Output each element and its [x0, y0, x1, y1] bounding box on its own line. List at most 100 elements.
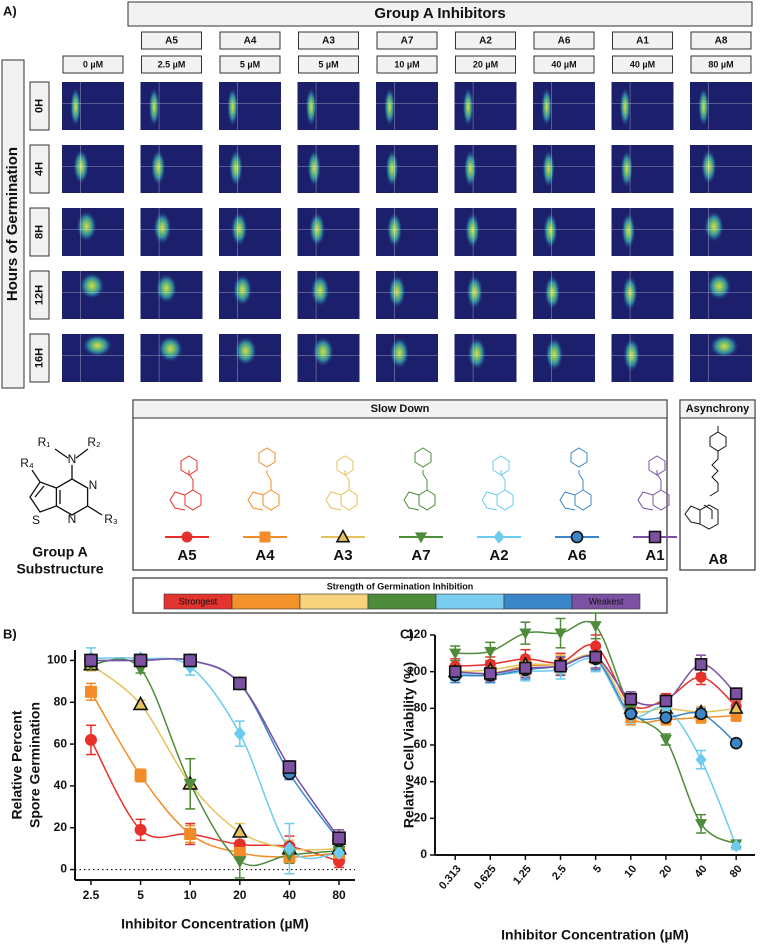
data-point	[484, 646, 497, 658]
cytometry-plot	[140, 334, 203, 382]
cytometry-plot	[690, 271, 752, 319]
fit-curve	[90, 691, 340, 858]
cell-cloud	[467, 336, 487, 371]
cell-cloud	[310, 273, 330, 308]
strength-segment	[571, 593, 641, 610]
cytometry-plot	[611, 208, 674, 256]
data-point	[233, 846, 246, 859]
concentration-label: 40 µM	[551, 59, 576, 69]
y-tick-label: 60	[54, 736, 68, 750]
inhibitor-box	[141, 31, 202, 50]
atom-label: N	[89, 478, 98, 492]
data-point	[659, 711, 673, 724]
data-point	[519, 628, 532, 640]
data-point	[233, 726, 246, 741]
slow-down-box	[132, 399, 668, 571]
row-label: 12H	[33, 285, 45, 305]
data-point	[84, 733, 97, 746]
compound-label: A1	[645, 547, 664, 564]
x-tick-label: 40	[692, 863, 709, 880]
compound-label: A6	[567, 547, 586, 564]
group-title: Group A Inhibitors	[374, 5, 505, 22]
x-tick-label: 2.5	[83, 888, 100, 902]
compound-label: A7	[411, 547, 430, 564]
cell-cloud	[232, 273, 253, 307]
data-point	[282, 760, 297, 774]
substructure-label: Substructure	[16, 561, 103, 577]
cell-cloud	[698, 86, 710, 128]
cytometry-plot	[376, 271, 438, 319]
strength-segment	[299, 593, 369, 610]
inhibitor-label: A5	[165, 36, 178, 47]
cytometry-plot	[533, 145, 595, 193]
data-point	[283, 841, 296, 856]
plot-background	[611, 334, 674, 382]
cytometry-plot	[690, 208, 752, 256]
y-tick-label: 0	[420, 847, 427, 861]
structure-bonds	[481, 480, 514, 511]
cell-cloud	[621, 212, 636, 250]
data-point	[554, 659, 567, 673]
data-point	[448, 665, 462, 678]
row-label-box	[29, 207, 50, 257]
y-tick-label: 120	[407, 627, 427, 641]
plot-background	[219, 145, 281, 193]
y-tick-label: 20	[54, 820, 68, 834]
cytometry-plot	[297, 334, 360, 382]
cytometry-plot	[533, 271, 595, 319]
concentration-label: 40 µM	[630, 59, 655, 69]
plot-background	[611, 271, 674, 319]
inhibitor-label: A7	[401, 36, 414, 47]
row-label: 16H	[33, 348, 45, 368]
y-tick-label: 100	[47, 653, 67, 667]
cytometry-plot	[140, 82, 203, 130]
compound-label: A5	[177, 547, 196, 564]
strength-segment	[503, 593, 573, 610]
y-axis-label: Relative Cell Viability (%)	[401, 662, 417, 828]
y-tick-label: 40	[54, 778, 68, 792]
inhibitor-label: A1	[636, 36, 649, 47]
cytometry-plot	[297, 208, 360, 256]
atom-label: S	[32, 513, 40, 527]
cell-cloud	[385, 149, 399, 188]
cytometry-plot	[376, 334, 438, 382]
cell-cloud	[81, 334, 113, 358]
x-axis-label: Inhibitor Concentration (µM)	[501, 927, 689, 943]
strength-title: Strength of Germination Inhibition	[327, 581, 474, 591]
marker	[648, 530, 662, 544]
data-point	[624, 707, 638, 721]
compound-structure	[403, 447, 436, 511]
compound-structure	[637, 455, 670, 511]
compound-structure	[325, 455, 358, 511]
plot-background	[297, 208, 360, 256]
data-point	[84, 685, 97, 698]
cell-cloud	[622, 274, 638, 312]
cytometry-plot	[533, 334, 595, 382]
cytometry-plot	[611, 82, 674, 130]
cytometry-plot	[62, 82, 124, 130]
data-point	[134, 823, 147, 836]
cytometry-plot	[376, 82, 438, 130]
cytometry-plot	[140, 208, 203, 256]
plot-background	[376, 271, 438, 319]
cytometry-plot	[297, 82, 360, 130]
cytometry-plot	[297, 145, 360, 193]
substituent-bonds	[570, 447, 588, 481]
cell-cloud	[307, 149, 322, 188]
cytometry-plot	[219, 82, 281, 130]
cell-cloud	[706, 272, 732, 301]
cytometry-plot	[140, 145, 203, 193]
cell-cloud	[466, 274, 484, 310]
data-point	[729, 687, 743, 700]
data-point	[730, 839, 742, 853]
cell-cloud	[620, 149, 634, 189]
asynchrony-title: Asynchrony	[686, 403, 750, 415]
data-point	[233, 856, 247, 869]
cytometry-plot	[533, 208, 595, 256]
cell-cloud	[75, 210, 98, 243]
inhibitor-label: A8	[715, 36, 728, 47]
cytometry-plot	[219, 145, 281, 193]
marker	[414, 532, 428, 544]
plot-background	[140, 208, 203, 256]
